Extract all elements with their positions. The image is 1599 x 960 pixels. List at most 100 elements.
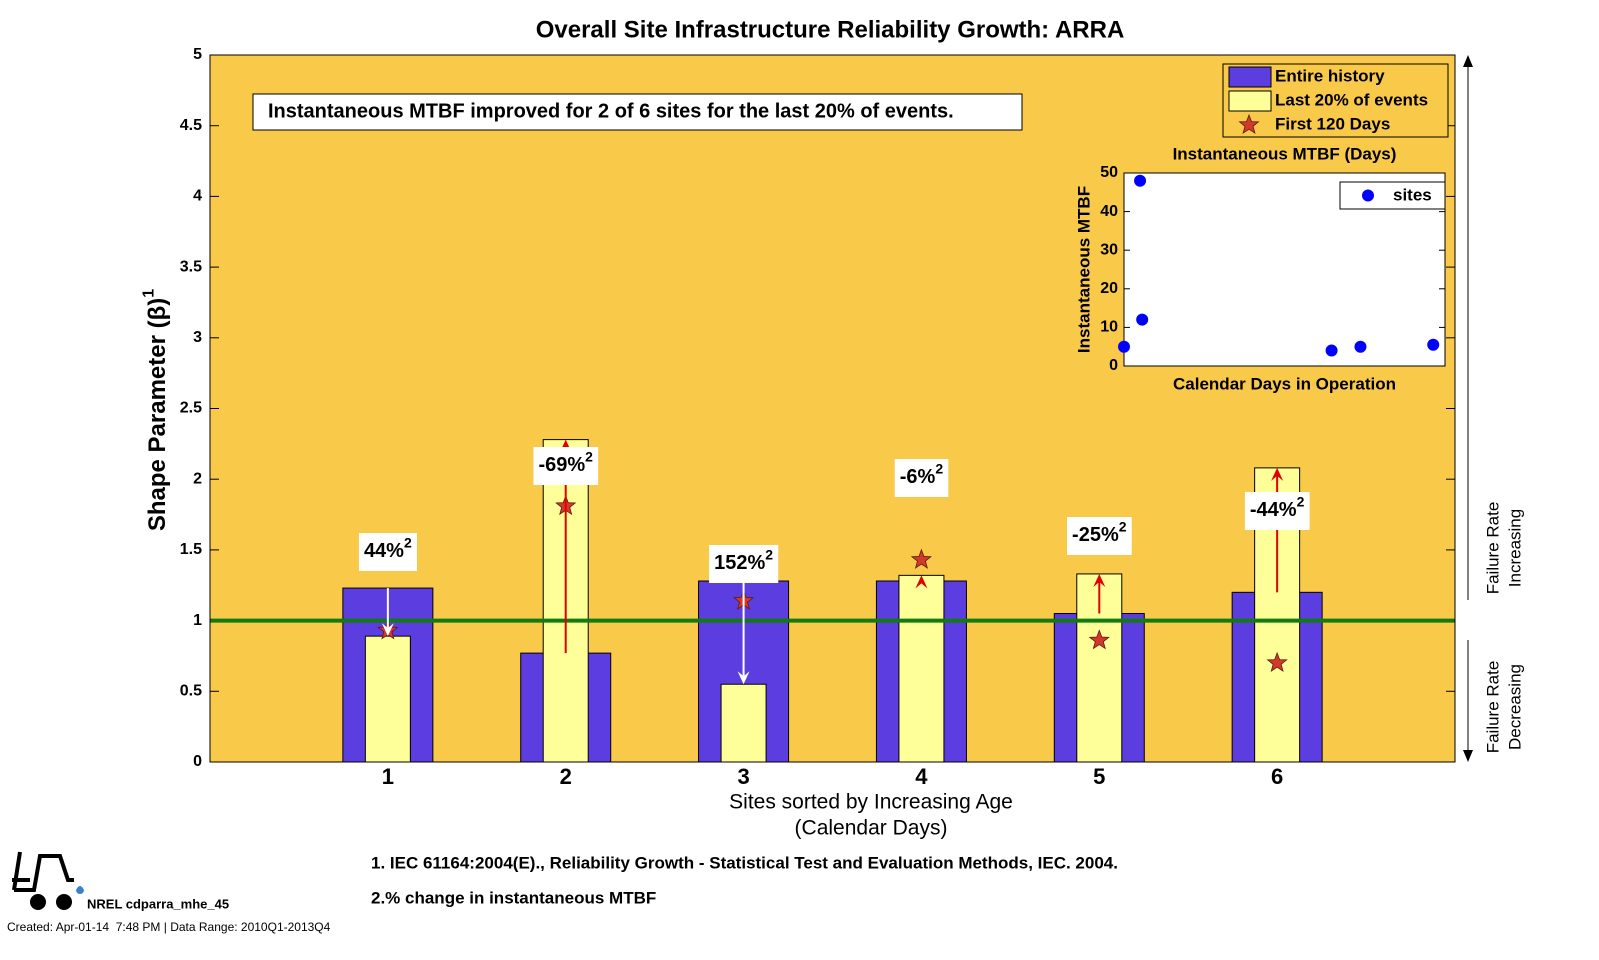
x-tick-label: 6: [1271, 764, 1283, 789]
inset-y-tick-label: 50: [1100, 164, 1118, 181]
bar-last-20: [720, 683, 767, 763]
logo-fork: [12, 851, 30, 891]
arrow-head: [737, 671, 750, 685]
x-tick-label: 5: [1093, 764, 1105, 789]
change-label-sup: 2: [935, 460, 943, 476]
y-tick-label: 2: [193, 470, 202, 487]
legend-swatch: [1238, 113, 1260, 135]
change-label-sup: 2: [765, 546, 773, 562]
y-tick-label: 0: [193, 753, 202, 770]
change-label-main: -25%: [1072, 524, 1119, 546]
x-axis-label: (Calendar Days): [795, 817, 948, 840]
legend-label: Entire history: [1275, 66, 1385, 85]
change-label-sup: 2: [404, 534, 412, 550]
change-label-box: [1067, 517, 1132, 555]
inset-legend-swatch: [1362, 189, 1374, 202]
arrow-head: [1093, 573, 1106, 587]
inset-legend-label: sites: [1393, 185, 1432, 204]
annotation-box: [252, 93, 1023, 131]
side-label: Decreasing: [1505, 664, 1524, 750]
change-label-box: [358, 533, 417, 571]
change-label-main: -44%: [1250, 499, 1297, 521]
x-tick-label: 3: [737, 764, 749, 789]
y-tick-label: 1: [193, 612, 202, 629]
footnote: 1. IEC 61164:2004(E)., Reliability Growt…: [371, 853, 1118, 872]
x-axis-label: Sites sorted by Increasing Age: [729, 791, 1013, 814]
logo: [12, 851, 84, 910]
legend-swatch: [1228, 90, 1272, 112]
change-label-box: [1244, 492, 1310, 530]
y-tick-label: 0.5: [180, 683, 202, 700]
x-tick-label: 4: [915, 764, 928, 789]
scatter-point: [1136, 313, 1149, 326]
change-arrow: [1271, 467, 1284, 593]
logo-frame: [14, 854, 74, 892]
change-label-main: -6%: [900, 466, 936, 488]
change-label: 44%2: [364, 534, 412, 562]
y-axis-label-main: Shape Parameter (β): [144, 298, 171, 531]
inset-x-label: Calendar Days in Operation: [1173, 374, 1396, 393]
change-label: -44%2: [1250, 493, 1305, 521]
side-label: Increasing: [1505, 509, 1524, 587]
plot-frame: [209, 54, 1456, 763]
y-tick-label: 3: [193, 329, 202, 346]
change-arrow: [1093, 573, 1106, 614]
bar-last-20: [364, 635, 411, 763]
change-label-main: -69%: [538, 454, 585, 476]
inset-title: Instantaneous MTBF (Days): [1173, 144, 1397, 163]
scatter-point: [1134, 174, 1147, 187]
change-label-sup: 2: [585, 448, 593, 464]
inset-legend-box: [1339, 181, 1446, 210]
y-tick-label: 2.5: [180, 400, 202, 417]
y-tick-label: 1.5: [180, 541, 202, 558]
inset-y-tick-label: 40: [1100, 203, 1118, 220]
inset-y-label: Instantaneous MTBF: [1074, 186, 1093, 353]
side-arrow-head: [1463, 55, 1473, 67]
star-marker: [1088, 629, 1110, 650]
change-label: -6%2: [900, 460, 944, 488]
star-marker: [910, 548, 932, 569]
change-label: -25%2: [1072, 518, 1127, 546]
logo-wheel: [30, 894, 46, 910]
scatter-point: [1354, 340, 1367, 353]
change-label-sup: 2: [1297, 493, 1305, 509]
scatter-point: [1427, 338, 1440, 351]
inset-y-tick-label: 20: [1100, 280, 1118, 297]
change-label: -69%2: [538, 448, 593, 476]
x-tick-label: 2: [560, 764, 572, 789]
footer-created: Created: Apr-01-14 7:48 PM | Data Range:…: [7, 920, 331, 934]
change-arrow: [737, 581, 750, 685]
arrow-head: [915, 575, 928, 589]
change-label-box: [533, 447, 599, 485]
change-label: 152%2: [714, 546, 773, 574]
change-label-box: [709, 545, 779, 583]
inset-y-tick-label: 30: [1100, 241, 1118, 258]
star-marker: [1266, 651, 1288, 673]
change-arrow: [915, 575, 928, 589]
logo-wheel: [56, 894, 72, 910]
change-arrow: [381, 588, 394, 637]
change-label-sup: 2: [1119, 518, 1127, 534]
chart-title: Overall Site Infrastructure Reliability …: [536, 16, 1125, 43]
bar-last-20: [898, 574, 945, 763]
annotation: Instantaneous MTBF improved for 2 of 6 s…: [268, 100, 954, 122]
scatter-point: [1325, 344, 1338, 357]
y-axis-label: Shape Parameter (β)1: [141, 289, 172, 531]
footnote: 2.% change in instantaneous MTBF: [371, 888, 656, 907]
side-label: Failure Rate: [1483, 502, 1502, 595]
y-tick-label: 4: [193, 188, 202, 205]
y-axis-label-sup: 1: [141, 289, 158, 298]
scatter-point: [1118, 340, 1130, 353]
arrow-head: [381, 623, 394, 637]
change-label-main: 152%: [714, 552, 765, 574]
y-tick-label: 5: [193, 46, 202, 63]
legend-label: Last 20% of events: [1275, 90, 1428, 109]
x-tick-label: 1: [382, 764, 394, 789]
logo-drop: [76, 886, 84, 894]
legend-swatch: [1228, 66, 1272, 88]
side-label: Failure Rate: [1483, 661, 1502, 754]
inset-y-tick-label: 10: [1100, 319, 1118, 336]
inset-y-tick-label: 0: [1109, 357, 1118, 374]
side-arrow-head: [1463, 750, 1473, 762]
